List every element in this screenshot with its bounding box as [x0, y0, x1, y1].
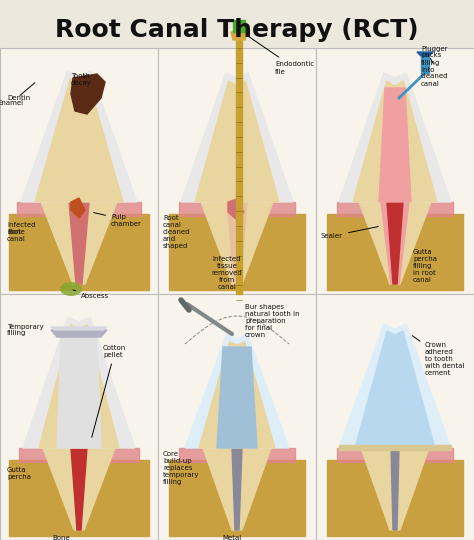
Bar	[158, 48, 316, 294]
Polygon shape	[41, 202, 117, 284]
Polygon shape	[181, 73, 293, 202]
Polygon shape	[179, 448, 295, 462]
Polygon shape	[337, 202, 453, 216]
Polygon shape	[359, 202, 431, 284]
Polygon shape	[195, 81, 279, 202]
Polygon shape	[339, 445, 451, 450]
Text: Bur shapes
natural tooth in
preparation
for final
crown: Bur shapes natural tooth in preparation …	[245, 304, 300, 338]
Polygon shape	[0, 0, 474, 48]
Polygon shape	[381, 202, 409, 284]
Polygon shape	[421, 56, 429, 73]
Text: Crown
adhered
to tooth
with dental
cement: Crown adhered to tooth with dental cemen…	[412, 336, 465, 376]
Polygon shape	[169, 214, 305, 290]
Polygon shape	[201, 202, 273, 284]
Text: Bone: Bone	[7, 229, 25, 235]
Text: Gutta
percha: Gutta percha	[7, 467, 31, 480]
Polygon shape	[228, 199, 244, 220]
Text: Temporary
filling: Temporary filling	[7, 323, 44, 336]
Text: Infected
root
canal: Infected root canal	[7, 222, 36, 242]
Polygon shape	[57, 337, 101, 448]
Text: Sealer: Sealer	[321, 227, 378, 239]
Polygon shape	[339, 324, 451, 448]
Bar	[0, 294, 158, 540]
Text: Abscess: Abscess	[73, 290, 109, 299]
Polygon shape	[71, 448, 87, 530]
Text: Root Canal Therapy (RCT): Root Canal Therapy (RCT)	[55, 18, 419, 42]
Polygon shape	[9, 214, 149, 290]
Polygon shape	[339, 73, 451, 202]
Polygon shape	[179, 202, 295, 216]
Polygon shape	[361, 448, 429, 530]
Bar	[316, 48, 474, 294]
Polygon shape	[417, 52, 433, 56]
Text: Enamel: Enamel	[0, 83, 35, 106]
Text: Infected
tissue
removed
from
canal: Infected tissue removed from canal	[211, 256, 242, 290]
Polygon shape	[43, 448, 115, 530]
Text: Gutta
percha
filling
in root
canal: Gutta percha filling in root canal	[413, 249, 437, 283]
Text: Pulp
chamber: Pulp chamber	[94, 213, 142, 226]
Text: Bone
begins
healing: Bone begins healing	[48, 535, 74, 540]
Polygon shape	[353, 81, 437, 202]
Polygon shape	[39, 325, 119, 448]
Polygon shape	[387, 202, 403, 284]
Polygon shape	[379, 88, 411, 202]
Polygon shape	[21, 71, 137, 202]
Polygon shape	[236, 40, 242, 294]
Polygon shape	[169, 460, 305, 536]
Polygon shape	[233, 20, 245, 32]
Text: Metal
post
placed in
root canal
if needed: Metal post placed in root canal if neede…	[214, 535, 250, 540]
Ellipse shape	[60, 282, 82, 296]
Polygon shape	[203, 448, 271, 530]
Polygon shape	[35, 79, 123, 202]
Text: Root
canal
cleaned
and
shaped: Root canal cleaned and shaped	[163, 215, 191, 249]
Polygon shape	[391, 448, 399, 530]
Bar	[0, 48, 158, 294]
Polygon shape	[231, 32, 247, 40]
Polygon shape	[17, 202, 141, 216]
Text: Endodontic
file: Endodontic file	[247, 36, 314, 75]
Polygon shape	[69, 202, 89, 284]
Text: Cotton
pellet: Cotton pellet	[92, 346, 126, 437]
Polygon shape	[199, 342, 275, 448]
Polygon shape	[19, 448, 139, 462]
Bar	[158, 294, 316, 540]
Polygon shape	[232, 448, 242, 530]
Bar	[316, 294, 474, 540]
Polygon shape	[327, 460, 463, 536]
Text: Dentin: Dentin	[7, 95, 30, 101]
Polygon shape	[217, 347, 257, 448]
Polygon shape	[9, 460, 149, 536]
Polygon shape	[51, 330, 107, 337]
Text: Plugger
packs
filling
into
cleaned
canal: Plugger packs filling into cleaned canal	[421, 45, 448, 86]
Polygon shape	[227, 202, 247, 284]
Polygon shape	[71, 74, 105, 114]
Polygon shape	[71, 198, 85, 218]
Polygon shape	[327, 214, 463, 290]
Polygon shape	[355, 331, 435, 448]
Text: Core
build-up
replaces
temporary
filling: Core build-up replaces temporary filling	[163, 451, 200, 485]
Polygon shape	[337, 448, 453, 462]
Text: Tooth
decay: Tooth decay	[71, 73, 92, 86]
Polygon shape	[185, 334, 289, 448]
Polygon shape	[51, 327, 107, 330]
Polygon shape	[23, 317, 135, 448]
